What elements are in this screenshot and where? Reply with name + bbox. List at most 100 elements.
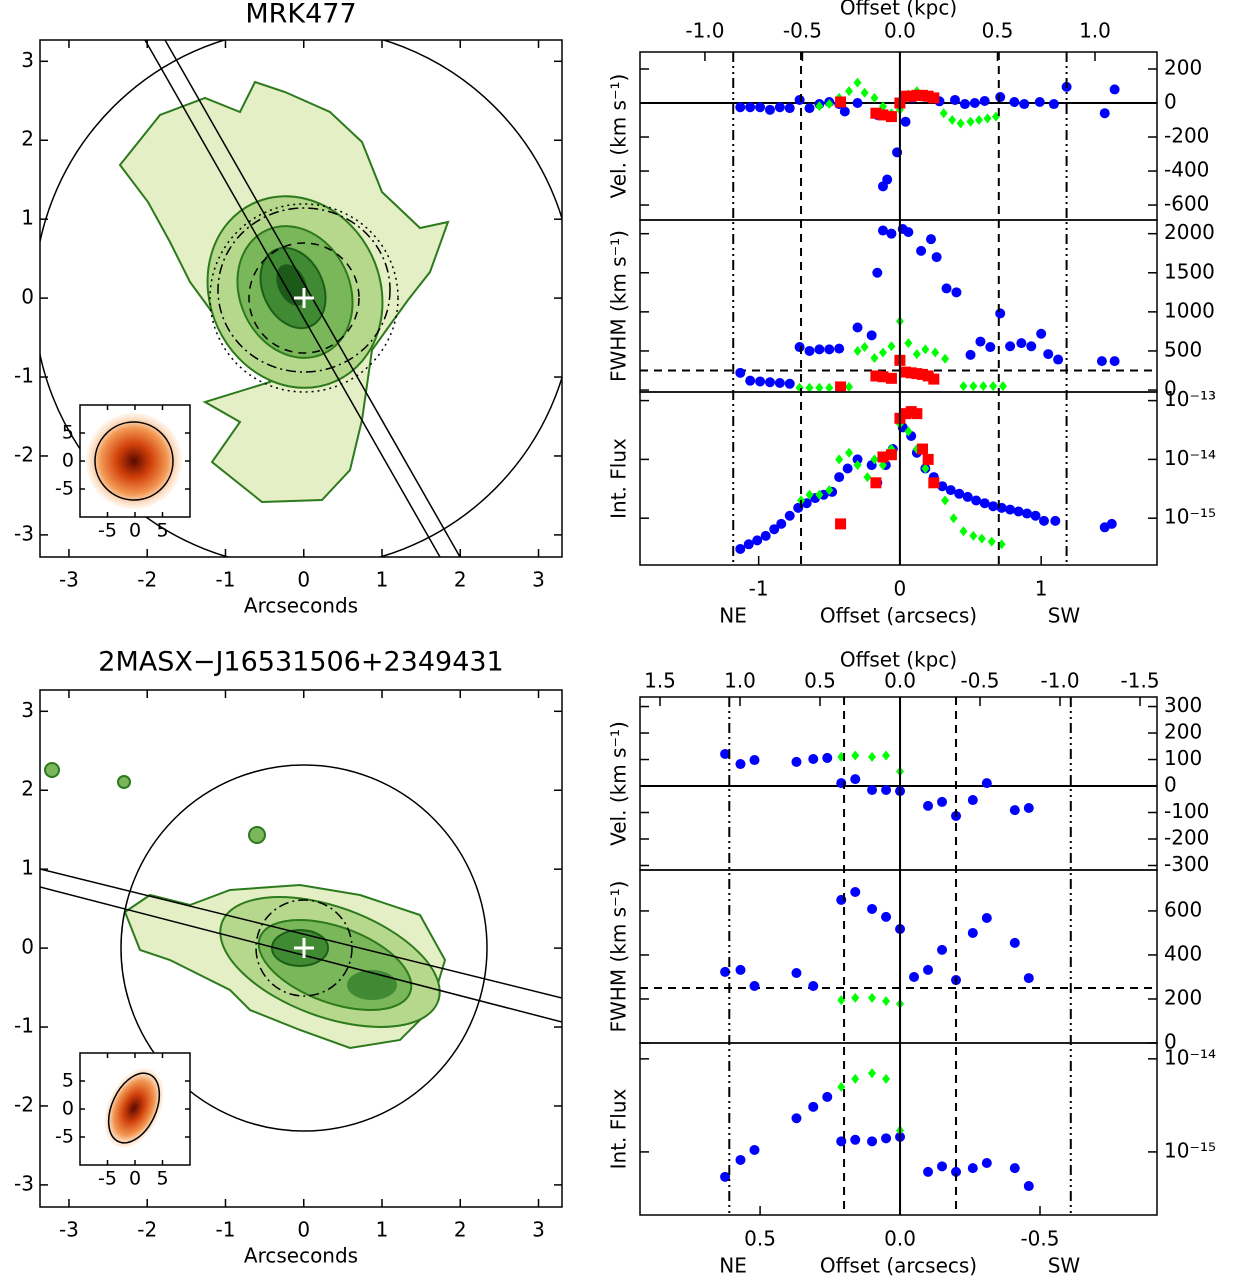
y-tick-label: 3 [21, 48, 34, 72]
data-point [904, 426, 913, 437]
y-tick-label: 100 [1164, 746, 1202, 770]
data-point [808, 980, 819, 991]
data-point [969, 381, 978, 392]
data-point [979, 381, 988, 392]
data-point [981, 912, 992, 923]
data-point [977, 533, 986, 544]
x-tick-label: -2 [137, 568, 157, 592]
data-point [791, 1113, 802, 1124]
y-tick-label: 0 [62, 450, 74, 472]
data-point [1053, 354, 1064, 365]
x-tick-label: 0 [894, 577, 907, 601]
x2-axis-label: Offset (kpc) [840, 648, 957, 672]
data-point [1109, 356, 1120, 367]
data-point [981, 778, 992, 789]
data-point [995, 308, 1006, 319]
data-point [791, 968, 802, 979]
data-point [743, 539, 754, 550]
y-tick-label: -2 [14, 1092, 34, 1116]
data-point [911, 368, 923, 380]
image-mrk477 [40, 40, 562, 557]
y-tick-label: -100 [1164, 799, 1209, 823]
axes-frame [639, 219, 1158, 393]
data-point [870, 92, 879, 103]
data-point [923, 1166, 934, 1177]
data-point [1099, 108, 1110, 119]
psf-contour [94, 421, 174, 501]
y-tick-label: -1 [14, 1014, 34, 1038]
data-point [1026, 341, 1037, 352]
axes-frame [639, 1042, 1158, 1216]
y-tick-label: 300 [1164, 693, 1202, 717]
x-axis-label: Offset (arcsecs) [820, 1254, 977, 1278]
data-point [1009, 96, 1020, 107]
data-point [921, 463, 930, 474]
data-point [853, 77, 862, 88]
data-point [885, 449, 897, 461]
x-tick-label: 3 [532, 1218, 545, 1242]
data-point [900, 116, 911, 127]
x2-tick-label: 0.0 [884, 669, 916, 693]
y-tick-label: -1 [14, 364, 34, 388]
x2-tick-label: 1.0 [1079, 19, 1111, 43]
data-point [755, 376, 766, 387]
data-point [745, 102, 756, 113]
x2-tick-label: -0.5 [961, 669, 1000, 693]
data-point [749, 980, 760, 991]
y-tick-label: -2 [14, 442, 34, 466]
y-tick-label: 10⁻¹⁵ [1164, 505, 1216, 529]
x2-tick-label: 0.0 [884, 19, 916, 43]
data-point [979, 498, 990, 509]
data-point [842, 463, 853, 474]
x2-tick-label: 1.0 [724, 669, 756, 693]
data-point [878, 460, 887, 471]
data-point [966, 116, 975, 127]
data-point [956, 118, 965, 129]
data-point [815, 382, 824, 393]
axes-frame [639, 51, 1158, 221]
x2-tick-label: 1.5 [644, 669, 676, 693]
data-point [1106, 518, 1117, 529]
data-point [969, 98, 980, 109]
data-point [755, 102, 766, 113]
y-tick-label: 600 [1164, 897, 1202, 921]
data-point [950, 94, 961, 105]
data-point [971, 495, 982, 506]
data-point [1038, 515, 1049, 526]
y-tick-label: 5 [62, 1070, 74, 1092]
data-point [885, 111, 897, 123]
data-point [941, 495, 950, 506]
y-tick-label: 0 [21, 285, 34, 309]
data-point [882, 174, 893, 185]
data-point [989, 381, 998, 392]
data-point [752, 535, 763, 546]
data-point [917, 368, 929, 380]
data-point [870, 477, 882, 489]
x-tick-label: 0.0 [884, 1227, 916, 1251]
y-tick-label: -300 [1164, 852, 1209, 876]
data-point [1050, 515, 1061, 526]
data-point [870, 454, 879, 465]
data-point [967, 795, 978, 806]
data-point [1030, 510, 1041, 521]
data-point [925, 234, 936, 245]
data-point [868, 751, 877, 762]
data-point [808, 1101, 819, 1112]
data-point [769, 524, 780, 535]
data-point [834, 472, 845, 483]
y-tick-label: 200 [1164, 720, 1202, 744]
data-point [937, 1161, 948, 1172]
data-point [1005, 341, 1016, 352]
data-point [886, 228, 897, 239]
data-point [921, 344, 930, 355]
data-point [922, 90, 934, 102]
data-point [835, 96, 847, 108]
data-point [1016, 338, 1027, 349]
y-tick-label: 500 [1164, 337, 1202, 361]
y-tick-label: 1500 [1164, 259, 1215, 283]
x-tick-label: 1 [376, 568, 389, 592]
data-point [720, 1171, 731, 1182]
data-point [852, 98, 863, 109]
data-point [791, 756, 802, 767]
data-point [852, 454, 863, 465]
